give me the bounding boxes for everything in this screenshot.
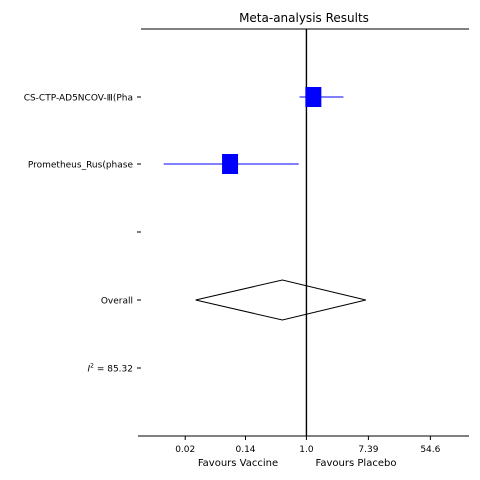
overall-diamond xyxy=(195,279,366,321)
xlabel-right: Favours Placebo xyxy=(316,458,397,469)
plot-marks xyxy=(163,29,366,436)
study-point-marker xyxy=(305,87,322,107)
x-tick-label: 0.14 xyxy=(235,445,255,455)
x-tick-label: 7.39 xyxy=(358,445,378,455)
xlabel-left: Favours Vaccine xyxy=(198,458,278,469)
chart-title: Meta-analysis Results xyxy=(239,11,369,25)
row-label: CS-CTP-AD5NCOV-Ⅲ(Pha xyxy=(24,94,133,104)
row-label: Prometheus_Rus(phase xyxy=(28,161,134,171)
x-tick-label: 0.02 xyxy=(175,445,195,455)
x-tick-label: 54.6 xyxy=(420,445,440,455)
x-axis-ticks: 0.02 0.14 1.0 7.39 54.6 xyxy=(175,436,441,455)
study-point-marker xyxy=(222,154,239,174)
row-label: I2 = 85.32 xyxy=(87,363,133,375)
row-label: Overall xyxy=(101,297,133,307)
row-labels: CS-CTP-AD5NCOV-Ⅲ(Pha Prometheus_Rus(phase… xyxy=(24,94,141,375)
x-tick-label: 1.0 xyxy=(299,445,314,455)
